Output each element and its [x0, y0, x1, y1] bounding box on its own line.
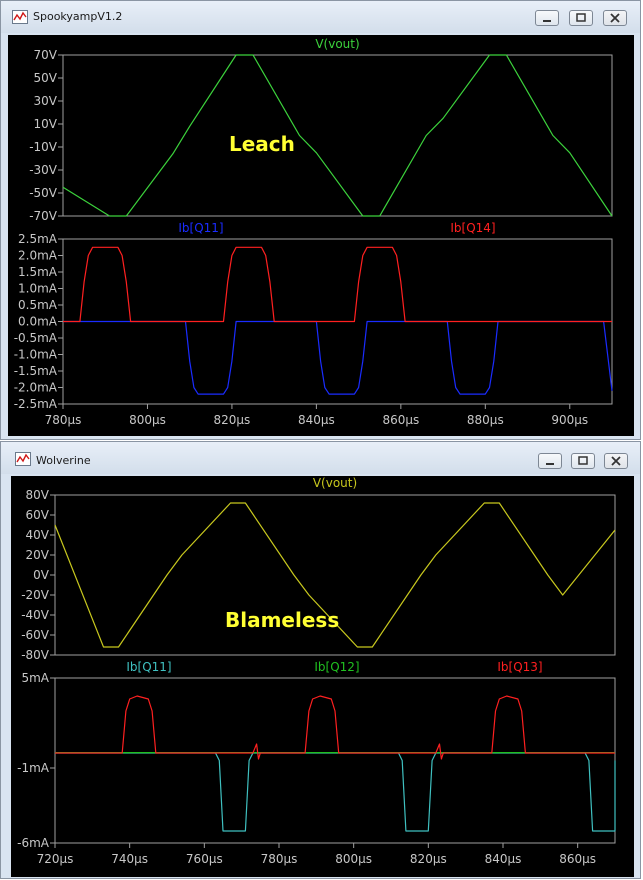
- plot-area-wolverine: 80V 60V 40V 20V 0V -20V -40V -60V -80V V(vout) 5mA…: [11, 476, 634, 877]
- minimize-button[interactable]: [535, 10, 559, 26]
- y-tick-label: 2.0mA: [18, 249, 58, 263]
- series-line-ibq11: [63, 320, 613, 395]
- window-titlebar[interactable]: Wolverine: [1, 442, 640, 474]
- close-button[interactable]: [604, 453, 628, 469]
- series-line-vvout: [54, 502, 616, 648]
- window-titlebar[interactable]: SpookyampV1.2: [1, 1, 640, 33]
- legend-ibq11[interactable]: Ib[Q11]: [126, 660, 171, 674]
- annotation-leach: Leach: [229, 132, 295, 156]
- current-pane: 5mA -1mA -6mA 720µs 740µs 760µs 780µs 800µs 820µ…: [17, 660, 616, 866]
- x-tick-label: 800µs: [335, 852, 372, 866]
- y-tick-label: 1.0mA: [18, 282, 58, 296]
- plot-background: [11, 476, 634, 877]
- x-tick-label: 820µs: [410, 852, 447, 866]
- y-tick-label: -40V: [21, 608, 50, 622]
- plot-background: [8, 35, 634, 436]
- y-tick-label: 2.5mA: [18, 232, 58, 246]
- y-tick-label: 60V: [26, 508, 50, 522]
- y-tick-label: 5mA: [21, 671, 49, 685]
- x-tick-label: 840µs: [298, 413, 335, 427]
- x-tick-label: 820µs: [214, 413, 251, 427]
- window-wolverine: Wolverine 80V 60V 40V 20V 0V -20V -40V -60V -80V…: [0, 441, 641, 879]
- window-spookyamp: SpookyampV1.2 70V 50V 30V 10V -10V -30V -50V -7…: [0, 0, 641, 440]
- x-tick-label: 740µs: [111, 852, 148, 866]
- y-tick-label: 20V: [26, 548, 50, 562]
- x-tick-label: 780µs: [261, 852, 298, 866]
- y-tick-label: -60V: [21, 628, 50, 642]
- y-tick-label: -10V: [29, 140, 58, 154]
- series-line-ibq13: [55, 695, 615, 760]
- y-tick-label: -30V: [29, 163, 58, 177]
- vout-pane: 70V 50V 30V 10V -10V -30V -50V -70V V(vout): [29, 37, 613, 223]
- x-tick-label: 840µs: [485, 852, 522, 866]
- waveform-app-icon: [15, 452, 31, 466]
- x-tick-label: 760µs: [186, 852, 223, 866]
- waveform-app-icon: [12, 10, 28, 24]
- y-tick-label: 70V: [34, 48, 58, 62]
- y-tick-label: -70V: [29, 209, 58, 223]
- y-tick-label: 50V: [34, 71, 58, 85]
- legend-ibq13[interactable]: Ib[Q13]: [497, 660, 542, 674]
- y-tick-label: 40V: [26, 528, 50, 542]
- y-tick-label: -20V: [21, 588, 50, 602]
- trace-title-vout[interactable]: V(vout): [313, 476, 357, 490]
- y-tick-label: 0V: [33, 568, 50, 582]
- series-line-ibq11: [55, 752, 616, 832]
- y-tick-label: -1.0mA: [14, 348, 58, 362]
- y-tick-label: 0.0mA: [18, 315, 58, 329]
- y-tick-label: -50V: [29, 186, 58, 200]
- window-title: SpookyampV1.2: [33, 10, 123, 23]
- y-tick-label: 0.5mA: [18, 298, 58, 312]
- legend-ibq12[interactable]: Ib[Q12]: [314, 660, 359, 674]
- y-tick-label: 80V: [26, 488, 50, 502]
- series-line-ibq14: [63, 246, 612, 323]
- y-tick-label: -1.5mA: [14, 364, 58, 378]
- y-tick-label: -2.5mA: [14, 397, 58, 411]
- current-pane: 2.5mA 2.0mA 1.5mA 1.0mA 0.5mA 0.0mA -0.5mA -1.0…: [14, 221, 613, 427]
- y-tick-label: -6mA: [17, 836, 50, 850]
- plot-area-spookyamp: 70V 50V 30V 10V -10V -30V -50V -70V V(vout) 2.5mA…: [8, 35, 634, 436]
- vout-pane: 80V 60V 40V 20V 0V -20V -40V -60V -80V V(vout): [21, 476, 616, 662]
- legend-ibq11[interactable]: Ib[Q11]: [178, 221, 223, 235]
- x-tick-label: 860µs: [559, 852, 596, 866]
- series-line-vvout: [62, 54, 613, 217]
- y-tick-label: 1.5mA: [18, 265, 58, 279]
- y-tick-label: -2.0mA: [14, 381, 58, 395]
- restore-button[interactable]: [571, 453, 595, 469]
- x-tick-label: 880µs: [467, 413, 504, 427]
- trace-title-vout[interactable]: V(vout): [315, 37, 359, 51]
- minimize-button[interactable]: [538, 453, 562, 469]
- x-tick-label: 800µs: [129, 413, 166, 427]
- x-tick-label: 860µs: [382, 413, 419, 427]
- window-title: Wolverine: [36, 454, 91, 467]
- y-tick-label: 10V: [34, 117, 58, 131]
- x-tick-label: 780µs: [45, 413, 82, 427]
- x-tick-label: 720µs: [37, 852, 74, 866]
- y-tick-label: -80V: [21, 648, 50, 662]
- y-tick-label: 30V: [34, 94, 58, 108]
- x-tick-label: 900µs: [551, 413, 588, 427]
- annotation-blameless: Blameless: [225, 608, 339, 632]
- close-button[interactable]: [603, 10, 627, 26]
- y-tick-label: -1mA: [17, 761, 50, 775]
- y-tick-label: -0.5mA: [14, 331, 58, 345]
- legend-ibq14[interactable]: Ib[Q14]: [450, 221, 495, 235]
- pane-frame: [62, 54, 613, 217]
- restore-button[interactable]: [569, 10, 593, 26]
